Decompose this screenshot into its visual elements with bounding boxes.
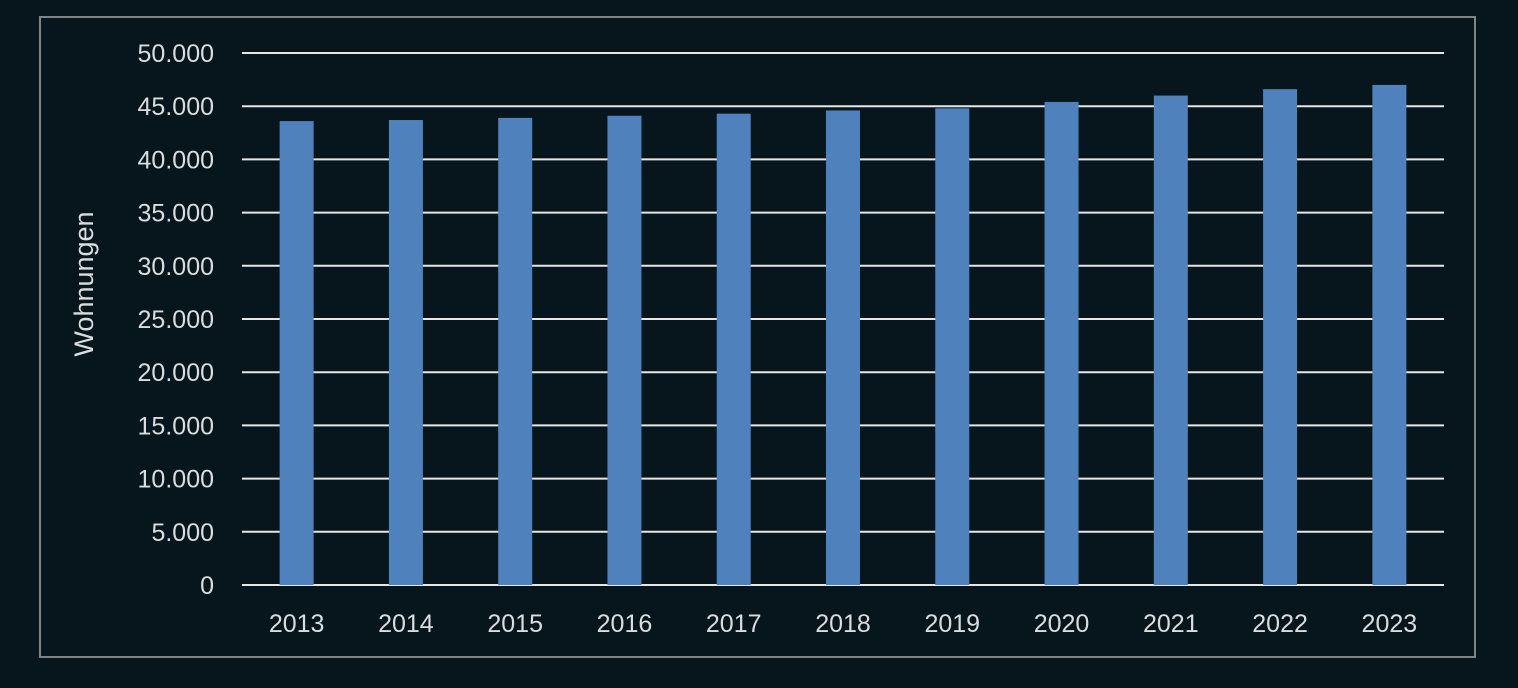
x-tick-label: 2020 [1034,610,1090,638]
bar-2020 [1044,101,1079,585]
y-tick-label: 35.000 [138,200,214,228]
x-tick-label: 2013 [269,610,325,638]
bar-2015 [498,117,533,586]
y-tick-label: 20.000 [138,359,214,387]
y-tick-label: 45.000 [138,93,214,121]
y-tick-label: 25.000 [138,306,214,334]
x-tick-label: 2021 [1143,610,1199,638]
bar-2016 [607,115,642,585]
y-tick-label: 0 [200,572,214,600]
bar-2022 [1263,89,1298,586]
chart-frame: 0 5.000 10.000 15.000 20.000 25.000 30.000 35.0… [39,16,1476,658]
x-tick-label: 2014 [378,610,434,638]
bar-2019 [935,108,970,585]
y-tick-label: 10.000 [138,466,214,494]
bar-series [279,84,1407,586]
y-axis-tick-labels: 0 5.000 10.000 15.000 20.000 25.000 30.000 35.0… [138,40,214,600]
bar-2023 [1372,84,1407,586]
bar-2018 [826,110,860,586]
x-tick-label: 2018 [815,610,871,638]
x-tick-label: 2022 [1252,610,1308,638]
x-tick-label: 2016 [597,610,653,638]
y-axis-title: Wohnungen [69,211,99,356]
y-tick-label: 50.000 [138,40,214,68]
y-tick-label: 15.000 [138,412,214,440]
y-tick-label: 5.000 [151,519,214,547]
x-axis-tick-labels: 2013 2014 2015 2016 2017 2018 2019 2020 2021 2022… [269,610,1417,638]
bar-2017 [716,113,751,585]
y-tick-label: 40.000 [138,146,214,174]
x-tick-label: 2015 [487,610,543,638]
x-tick-label: 2023 [1362,610,1418,638]
bar-2014 [388,120,423,586]
x-tick-label: 2019 [924,610,980,638]
bar-chart: 0 5.000 10.000 15.000 20.000 25.000 30.000 35.0… [69,40,1444,638]
bar-2013 [279,121,314,585]
x-tick-label: 2017 [706,610,762,638]
bar-2021 [1153,95,1188,585]
y-tick-label: 30.000 [138,253,214,281]
